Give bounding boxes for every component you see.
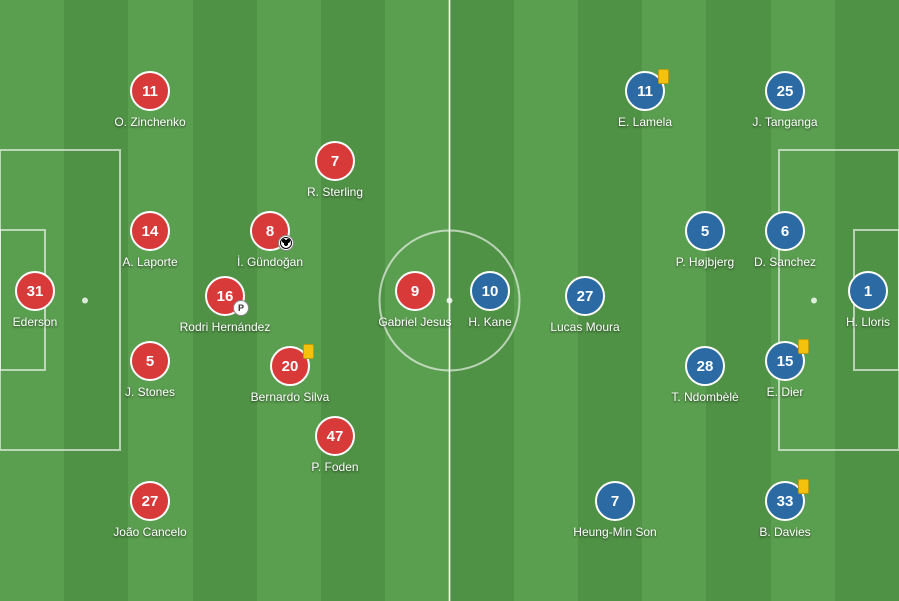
football-pitch: 31Ederson11O. Zinchenko14A. Laporte5J. S… xyxy=(0,0,899,601)
pitch-stripe xyxy=(321,0,385,601)
pitch-stripe xyxy=(835,0,899,601)
pitch-stripe xyxy=(0,0,64,601)
pitch-stripe xyxy=(578,0,642,601)
pitch-stripe xyxy=(450,0,514,601)
pitch-stripe xyxy=(128,0,192,601)
pitch-stripe xyxy=(706,0,770,601)
pitch-stripe xyxy=(385,0,449,601)
pitch-stripe xyxy=(771,0,835,601)
pitch-stripe xyxy=(64,0,128,601)
pitch-stripe xyxy=(642,0,706,601)
pitch-stripe xyxy=(514,0,578,601)
pitch-stripe xyxy=(193,0,257,601)
pitch-stripe xyxy=(257,0,321,601)
